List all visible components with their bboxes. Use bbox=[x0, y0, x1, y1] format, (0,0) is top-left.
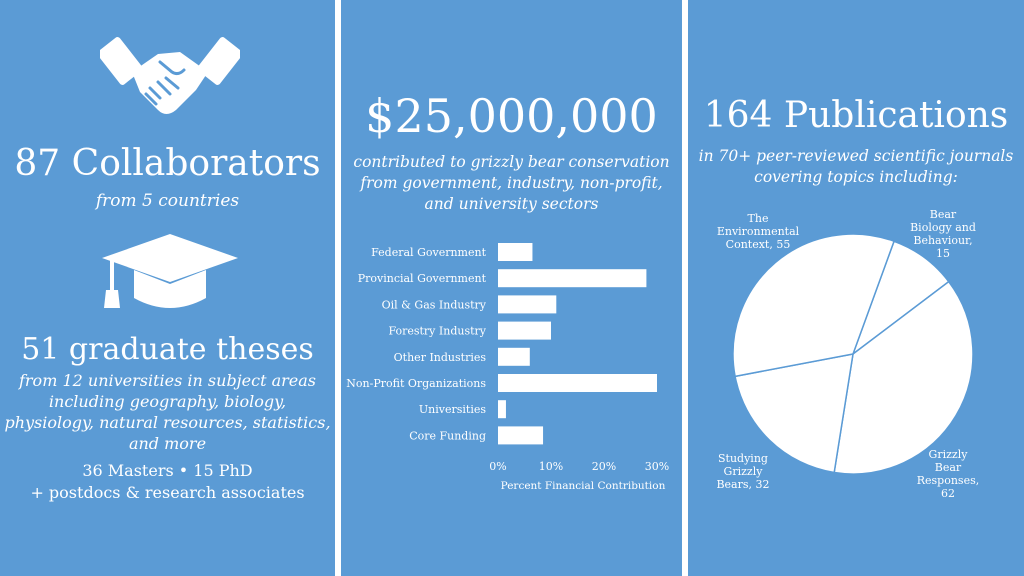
pie-slice bbox=[833, 280, 974, 475]
x-tick-label: 0% bbox=[489, 460, 506, 473]
bar bbox=[498, 374, 657, 392]
bar bbox=[498, 347, 530, 366]
x-tick-label: 10% bbox=[539, 460, 563, 473]
funding-desc-line: and university sectors bbox=[424, 195, 599, 213]
bar bbox=[498, 243, 533, 261]
bar bbox=[498, 295, 557, 314]
bar-category-label: Oil & Gas Industry bbox=[382, 298, 487, 311]
degrees-count: 36 Masters • 15 PhD bbox=[82, 461, 253, 480]
funding-description: contributed to grizzly bear conservation… bbox=[341, 152, 682, 215]
funding-panel: $25,000,000 contributed to grizzly bear … bbox=[341, 0, 682, 576]
funding-desc-line: from government, industry, non-profit, bbox=[360, 174, 663, 192]
bar-category-label: Other Industries bbox=[394, 351, 487, 364]
funding-desc-line: contributed to grizzly bear conservation bbox=[353, 153, 670, 171]
theses-desc-line: and more bbox=[128, 434, 207, 453]
bar-category-label: Universities bbox=[419, 403, 486, 416]
bar-category-label: Provincial Government bbox=[358, 272, 487, 285]
bar bbox=[498, 321, 551, 340]
publications-panel: 164 Publications in 70+ peer-reviewed sc… bbox=[688, 0, 1024, 576]
bar bbox=[498, 269, 647, 288]
bar-category-label: Non-Profit Organizations bbox=[346, 377, 486, 390]
funding-bar-chart: Federal Government Provincial Government O… bbox=[346, 243, 669, 492]
theses-desc-line: including geography, biology, bbox=[48, 392, 287, 411]
publications-desc-line: covering topics including: bbox=[754, 168, 958, 186]
pie-slice-label: Grizzly Bear Responses, 62 bbox=[917, 448, 979, 500]
pie-slice-label: The Environmental Context, 55 bbox=[717, 212, 800, 251]
bar-category-label: Core Funding bbox=[409, 429, 486, 442]
funding-amount: $25,000,000 bbox=[365, 89, 658, 143]
bar-category-label: Federal Government bbox=[371, 246, 486, 259]
x-axis-label: Percent Financial Contribution bbox=[501, 480, 666, 492]
graduation-cap-icon bbox=[102, 234, 238, 308]
pie-slice bbox=[734, 353, 854, 474]
bar bbox=[498, 400, 506, 419]
x-tick-label: 20% bbox=[592, 460, 616, 473]
publications-title: 164 Publications bbox=[703, 95, 1009, 136]
bar-category-label: Forestry Industry bbox=[388, 325, 486, 338]
bar bbox=[498, 426, 544, 445]
collaborators-panel: 87 Collaborators from 5 countries 51 gra… bbox=[0, 0, 335, 576]
x-tick-label: 30% bbox=[645, 460, 669, 473]
pie-slice-label: Bear Biology and Behaviour, 15 bbox=[910, 208, 976, 260]
theses-description: from 12 universities in subject areas in… bbox=[0, 370, 335, 454]
theses-title: 51 graduate theses bbox=[21, 332, 314, 367]
theses-desc-line: from 12 universities in subject areas bbox=[18, 371, 316, 390]
collaborators-subtitle: from 5 countries bbox=[95, 191, 240, 211]
publications-description: in 70+ peer-reviewed scientific journals… bbox=[688, 146, 1024, 188]
collaborators-title: 87 Collaborators bbox=[14, 143, 321, 184]
publications-desc-line: in 70+ peer-reviewed scientific journals bbox=[698, 147, 1014, 165]
pie-slice-label: Studying Grizzly Bears, 32 bbox=[716, 452, 769, 491]
postdocs-note: + postdocs & research associates bbox=[30, 483, 305, 502]
handshake-icon bbox=[100, 37, 240, 114]
theses-desc-line: physiology, natural resources, statistic… bbox=[4, 413, 331, 432]
publications-pie-chart: The Environmental Context, 55 Bear Biology a… bbox=[716, 208, 979, 500]
pie-slice bbox=[732, 233, 896, 378]
